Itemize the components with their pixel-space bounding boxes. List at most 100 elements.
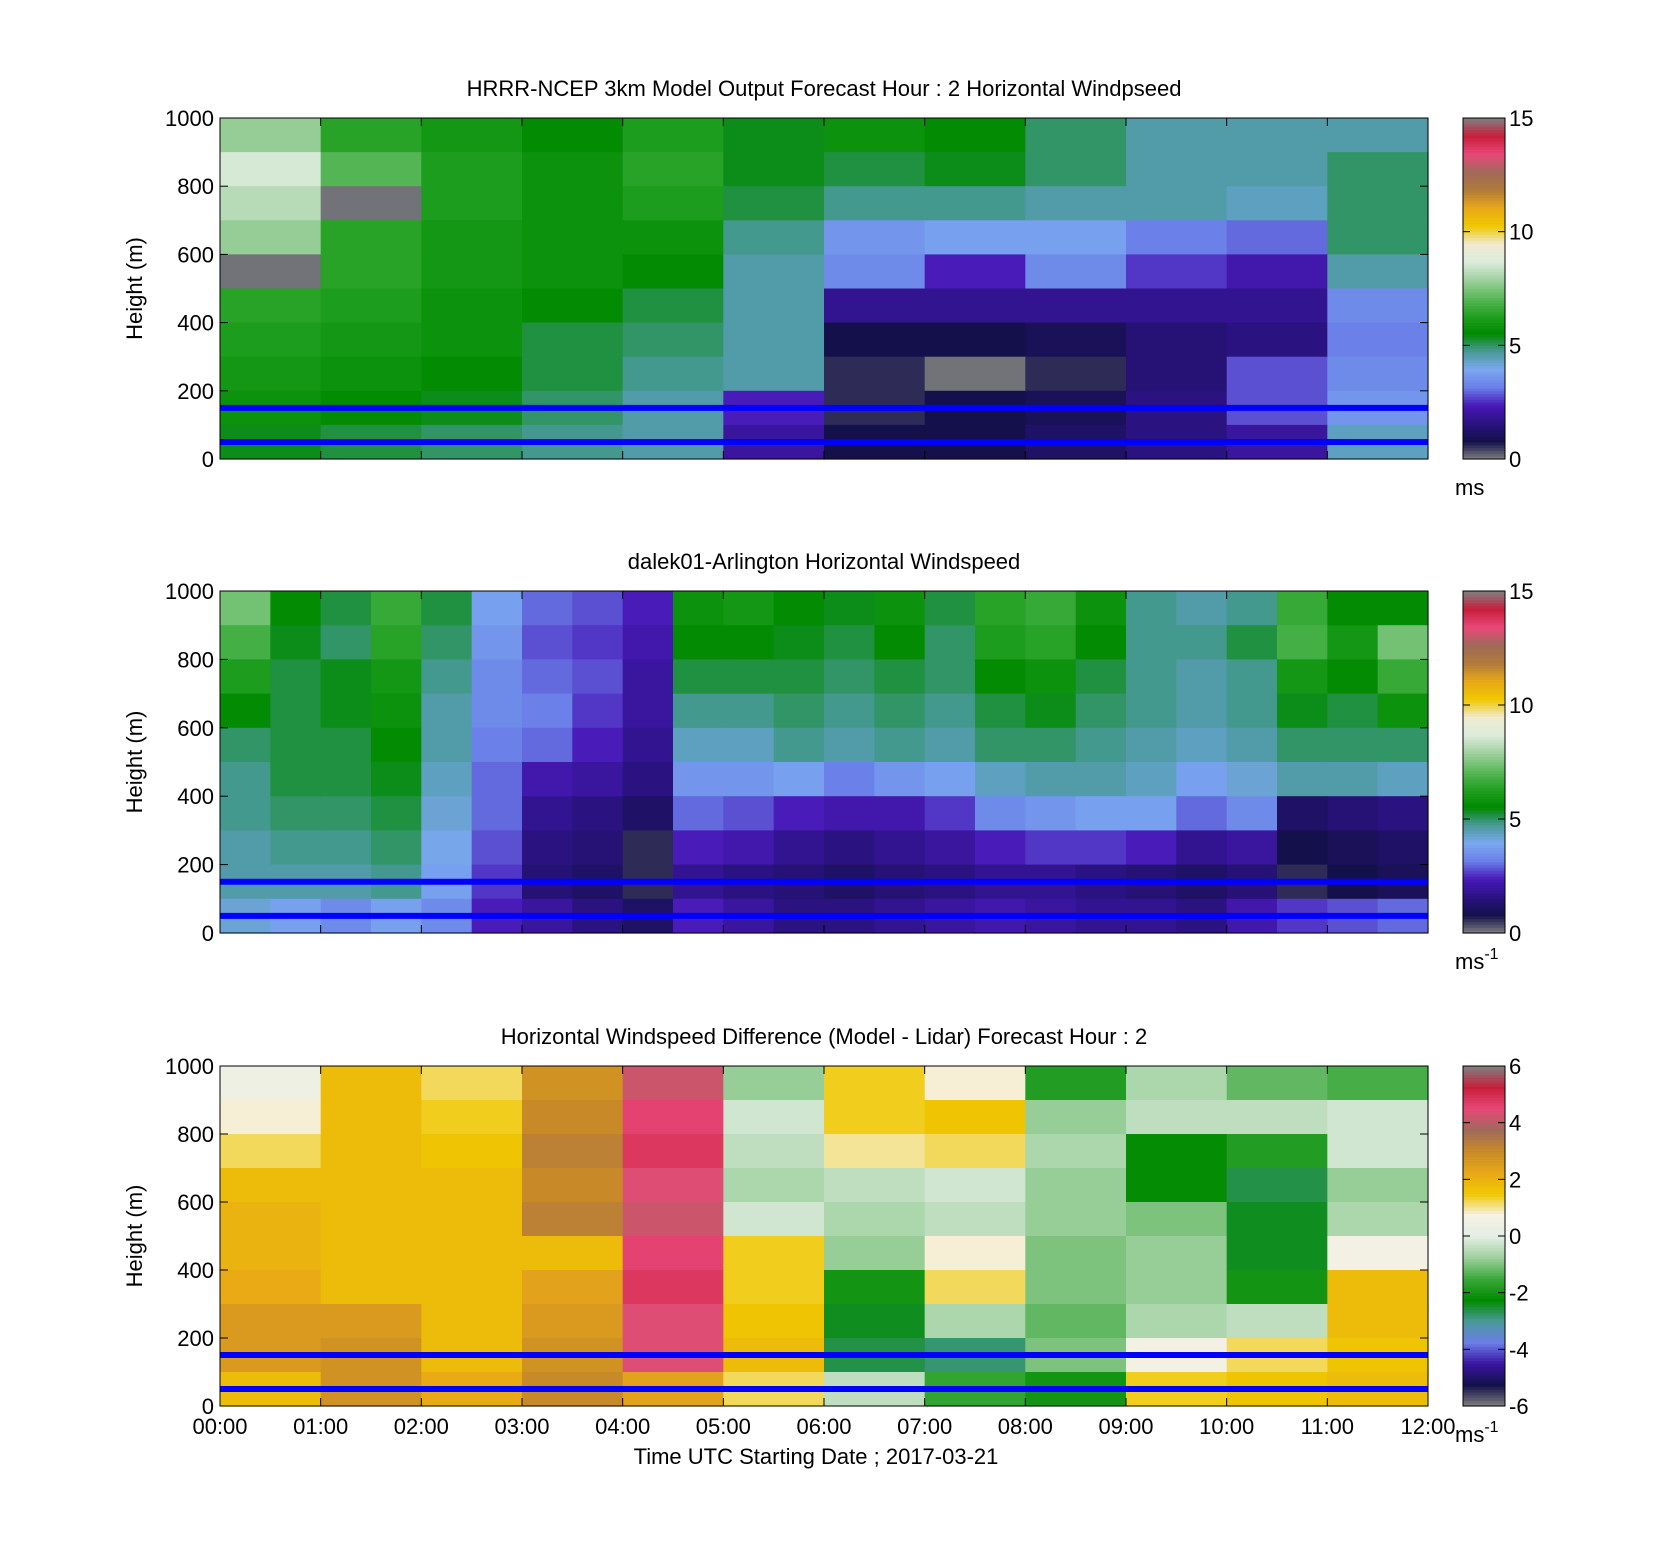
colorbar-segment	[1463, 407, 1505, 412]
heat-cell	[1025, 693, 1077, 729]
colorbar-segment	[1463, 1357, 1505, 1362]
colorbar-segment	[1463, 180, 1505, 184]
heat-cell	[1126, 1304, 1228, 1339]
y-tick-label: 0	[202, 1394, 214, 1419]
heat-cell	[723, 762, 775, 797]
colorbar-segment	[1463, 1267, 1505, 1271]
colorbar-segment	[1463, 1349, 1505, 1353]
colorbar-segment	[1463, 1343, 1505, 1348]
colorbar-segment	[1463, 405, 1505, 409]
colorbar-segment	[1463, 439, 1505, 443]
heat-cell	[471, 727, 523, 763]
heat-cell	[975, 659, 1026, 695]
x-axis-label: Time UTC Starting Date ; 2017-03-21	[634, 1444, 999, 1469]
colorbar-segment	[1463, 1185, 1505, 1189]
colorbar-segment	[1463, 123, 1505, 128]
heat-cell	[1226, 1168, 1328, 1203]
heat-cell	[824, 152, 926, 187]
colorbar-segment	[1463, 673, 1505, 678]
colorbar-segment	[1463, 876, 1505, 880]
heat-cell	[924, 830, 976, 866]
colorbar-segment	[1463, 450, 1505, 454]
heat-cell	[421, 659, 473, 695]
colorbar-segment	[1463, 807, 1505, 812]
colorbar-segment	[1463, 152, 1505, 156]
colorbar-segment	[1463, 616, 1505, 621]
heat-cell	[1025, 152, 1127, 187]
colorbar-segment	[1463, 228, 1505, 233]
heat-cell	[1176, 625, 1228, 660]
heat-cell	[924, 186, 1026, 221]
colorbar-segment	[1463, 1193, 1505, 1197]
heat-cell	[1126, 322, 1228, 358]
colorbar-segment	[1463, 322, 1505, 327]
colorbar-segment	[1463, 804, 1505, 809]
colorbar-segment	[1463, 316, 1505, 321]
heat-cell	[1126, 220, 1228, 255]
colorbar-segment	[1463, 1366, 1505, 1370]
heat-cell	[924, 727, 976, 763]
heat-cell	[622, 727, 674, 763]
colorbar-segment	[1463, 1170, 1505, 1175]
colorbar-segment	[1463, 319, 1505, 324]
colorbar-segment	[1463, 881, 1505, 886]
colorbar-segment	[1463, 174, 1505, 179]
heat-cell	[723, 727, 775, 763]
colorbar-segment	[1463, 422, 1505, 426]
heat-cell	[320, 727, 372, 763]
colorbar-segment	[1463, 619, 1505, 623]
heat-cell	[220, 659, 271, 695]
heat-cell	[320, 830, 372, 866]
colorbar-segment	[1463, 747, 1505, 752]
colorbar-segment	[1463, 910, 1505, 914]
colorbar-segment	[1463, 884, 1505, 888]
colorbar-segment	[1463, 605, 1505, 609]
heat-cell	[471, 625, 523, 660]
heat-cell	[673, 727, 724, 763]
colorbar-segment	[1463, 368, 1505, 372]
colorbar-segment	[1463, 1117, 1505, 1121]
colorbar-segment	[1463, 1264, 1505, 1268]
colorbar-segment	[1463, 596, 1505, 601]
heat-cell	[1176, 591, 1228, 626]
heat-cell	[220, 118, 322, 153]
heat-cell	[1126, 659, 1177, 695]
heat-cell	[723, 1100, 825, 1135]
heat-cell	[522, 356, 624, 392]
heat-cell	[1176, 830, 1228, 866]
heat-cell	[270, 830, 322, 866]
heat-cell	[924, 693, 976, 729]
chart-title: Horizontal Windspeed Difference (Model -…	[501, 1024, 1147, 1049]
colorbar-segment	[1463, 1131, 1505, 1135]
heat-cell	[320, 1134, 422, 1169]
colorbar-segment	[1463, 856, 1505, 860]
colorbar-segment	[1463, 901, 1505, 906]
heat-cell	[622, 1134, 724, 1169]
heat-cell	[1377, 727, 1429, 763]
colorbar-segment	[1463, 918, 1505, 923]
colorbar-segment	[1463, 262, 1505, 267]
y-tick-label: 0	[202, 921, 214, 946]
heat-cell	[1226, 693, 1278, 729]
heat-cell	[1327, 220, 1429, 255]
heat-cell	[471, 659, 523, 695]
colorbar-segment	[1463, 390, 1505, 395]
colorbar-segment	[1463, 333, 1505, 338]
heat-cell	[1327, 591, 1379, 626]
colorbar-tick-label: 15	[1509, 579, 1533, 604]
heat-cell	[522, 693, 573, 729]
heat-cell	[723, 288, 825, 324]
colorbar-segment	[1463, 382, 1505, 386]
heat-cell	[1075, 727, 1127, 763]
heat-cell	[824, 1304, 926, 1339]
heat-cell	[622, 322, 724, 358]
colorbar-segment	[1463, 642, 1505, 646]
heat-cell	[371, 762, 422, 797]
colorbar-segment	[1463, 1102, 1505, 1107]
heat-cell	[773, 830, 825, 866]
heat-cell	[371, 625, 422, 660]
colorbar-segment	[1463, 1224, 1505, 1229]
colorbar-segment	[1463, 137, 1505, 142]
heat-cell	[220, 220, 322, 255]
